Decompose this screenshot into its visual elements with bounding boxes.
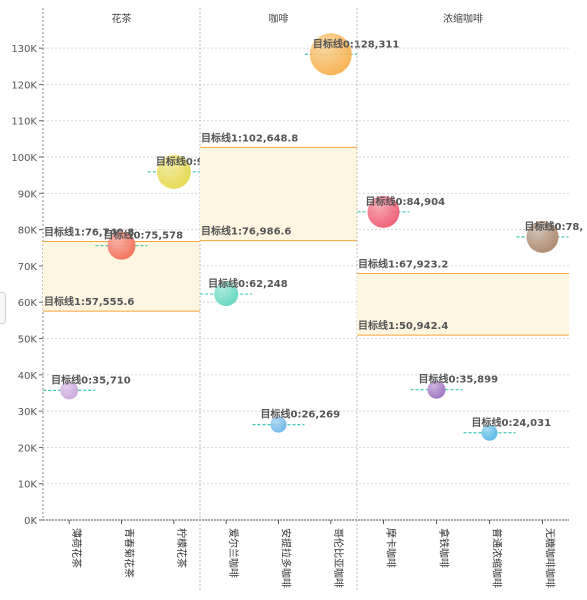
point-label: 目标线0:75,578 [104, 229, 184, 242]
point-label: 目标线0:26,269 [261, 408, 341, 421]
bubble-point [526, 220, 559, 253]
point-label: 目标线0:35,899 [419, 373, 499, 386]
point-label: 目标线0:128,311 [313, 37, 400, 50]
target-band-label-lower: 目标线1:50,942.4 [358, 319, 448, 332]
bubble-point [214, 282, 239, 307]
point-label: 目标线0:84,904 [366, 195, 446, 208]
point-label: 目标线0:24,031 [472, 416, 552, 429]
bubble-point [309, 33, 352, 76]
y-tick-label: 60K [18, 298, 38, 309]
bubble-point [367, 195, 400, 228]
y-tick-label: 50K [18, 335, 38, 346]
facet-header-strip [43, 8, 569, 30]
facet-title: 咖啡 [269, 13, 289, 25]
y-tick-label: 30K [18, 407, 38, 418]
target-band-label-lower: 目标线1:76,986.6 [201, 225, 291, 238]
x-tick-label: 哥伦比亚咖啡 [332, 528, 345, 588]
y-tick-label: 0K [24, 516, 37, 527]
x-tick-label: 无糖咖啡咖啡 [544, 528, 557, 588]
target-band [357, 273, 569, 336]
x-tick-label: 安提拉多咖啡 [280, 528, 293, 588]
y-tick-label: 70K [18, 262, 38, 273]
x-tick-label: 薄荷花茶 [70, 528, 83, 568]
facet-title: 浓缩咖啡 [443, 12, 483, 25]
y-tick-label: 10K [18, 480, 38, 491]
target-band-label-upper: 目标线1:67,923.2 [358, 257, 448, 270]
x-tick-label: 摩卡咖啡 [385, 528, 398, 568]
bubble-point [107, 231, 136, 260]
y-tick-label: 120K [11, 80, 37, 91]
bubble-point [156, 154, 191, 189]
y-tick-label: 110K [11, 117, 37, 128]
bubble-point [270, 416, 287, 433]
x-tick-label: 青春菊花茶 [123, 528, 136, 578]
target-band [200, 147, 357, 241]
facet-title: 花茶 [112, 12, 132, 25]
x-tick-label: 普通浓缩咖啡 [491, 528, 504, 588]
y-tick-label: 20K [18, 443, 38, 454]
y-tick-label: 80K [18, 226, 38, 237]
bubble-point [481, 424, 498, 441]
target-band-label-lower: 目标线1:57,555.6 [44, 295, 134, 308]
bubble-point [60, 381, 79, 400]
point-label: 目标线0:78, [525, 220, 584, 233]
bubble-point [427, 380, 446, 399]
point-label: 目标线0:35,710 [51, 373, 131, 386]
point-label: 目标线0:62,248 [208, 277, 288, 290]
x-tick-label: 拿铁咖啡 [438, 528, 451, 568]
x-tick-label: 柠檬花茶 [175, 528, 188, 568]
x-tick-label: 爱尔兰咖啡 [227, 528, 240, 578]
y-tick-label: 40K [18, 371, 38, 382]
target-band-label-upper: 目标线1:76,740.8 [44, 225, 134, 238]
target-band-label-upper: 目标线1:102,648.8 [201, 131, 298, 144]
side-drag-handle[interactable] [0, 292, 6, 324]
y-tick-label: 100K [11, 153, 37, 164]
y-tick-label: 90K [18, 189, 38, 200]
y-tick-label: 130K [11, 44, 37, 55]
